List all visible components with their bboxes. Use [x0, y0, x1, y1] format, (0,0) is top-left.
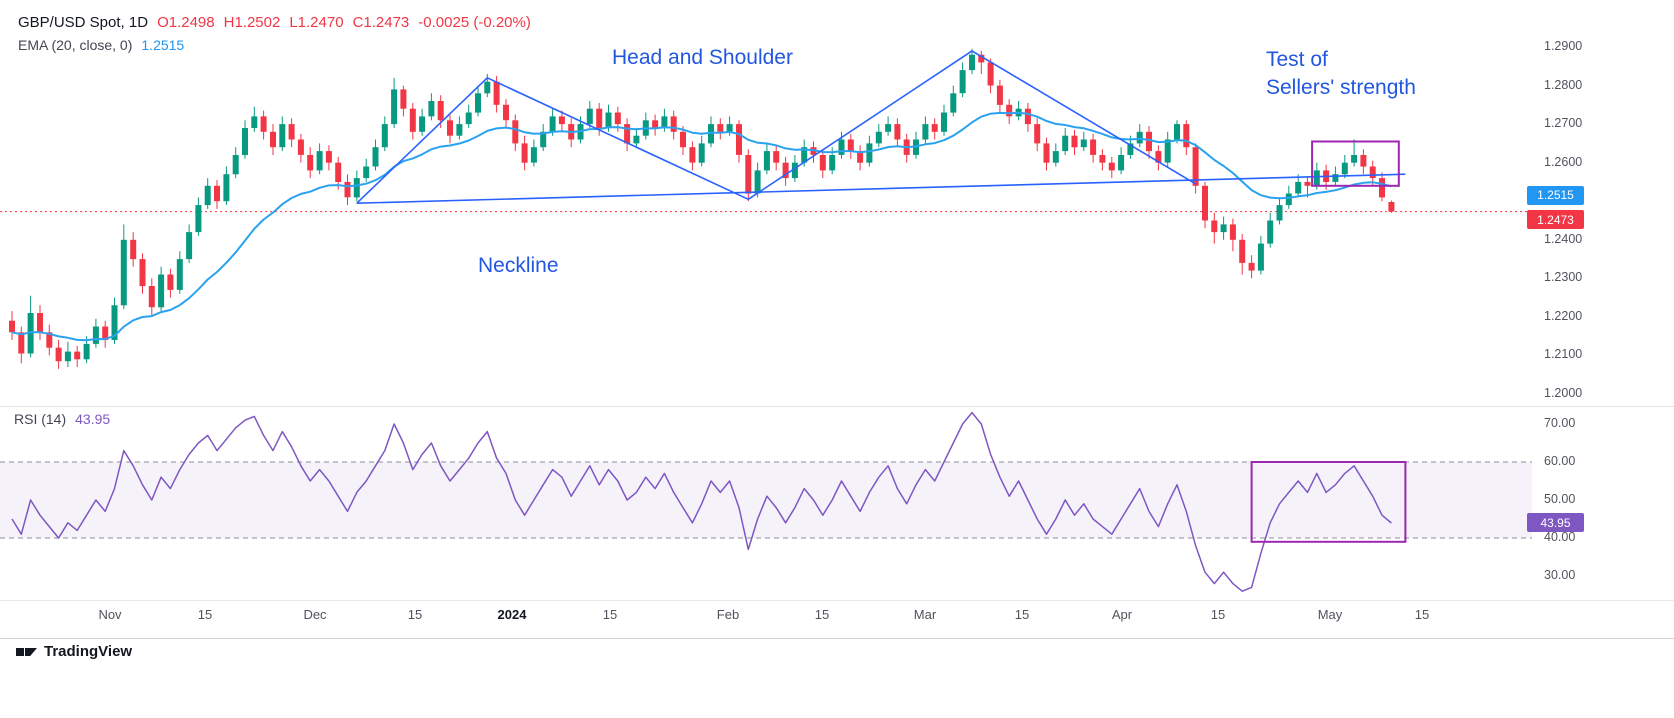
ohlc-low: L1.2470	[289, 14, 344, 31]
time-axis-label: Nov	[98, 607, 122, 622]
annotation-test-of-sellers[interactable]: Test of Sellers' strength	[1266, 46, 1416, 102]
time-axis-label: 15	[814, 607, 830, 622]
time-axis-label: 15	[407, 607, 423, 622]
rsi-axis-label: 60.00	[1544, 454, 1576, 468]
price-axis-label: 1.2800	[1544, 77, 1583, 92]
rsi-axis-label: 70.00	[1544, 416, 1576, 430]
ema-value: 1.2515	[141, 37, 185, 53]
brand-name[interactable]: TradingView	[44, 643, 133, 660]
ema-price-badge: 1.2515	[1527, 185, 1584, 205]
annotation-neckline[interactable]: Neckline	[478, 254, 559, 277]
symbol-legend: GBP/USD Spot, 1D O1.2498 H1.2502 L1.2470…	[18, 14, 531, 31]
rsi-label[interactable]: RSI (14)	[14, 411, 67, 427]
price-axis-label: 1.2400	[1544, 231, 1583, 246]
annotation-sellers-line1: Test of	[1266, 48, 1328, 71]
price-axis-label: 1.2700	[1544, 116, 1583, 131]
time-axis-label: Mar	[913, 607, 937, 622]
time-axis-label: 15	[1014, 607, 1030, 622]
rsi-legend: RSI (14) 43.95	[14, 411, 110, 427]
time-axis-label: 15	[1210, 607, 1226, 622]
ohlc-change: -0.0025 (-0.20%)	[418, 14, 531, 31]
ema-legend: EMA (20, close, 0) 1.2515	[18, 37, 184, 53]
time-axis-label: Apr	[1111, 607, 1133, 622]
price-axis-label: 1.2100	[1544, 347, 1583, 362]
ohlc-high: H1.2502	[223, 14, 281, 31]
price-axis-label: 1.2600	[1544, 154, 1583, 169]
ohlc-close: C1.2473	[352, 14, 410, 31]
ema-label[interactable]: EMA (20, close, 0)	[18, 37, 133, 53]
time-axis-label: 15	[602, 607, 618, 622]
rsi-axis-label: 30.00	[1544, 568, 1576, 582]
price-axis-label: 1.2300	[1544, 270, 1583, 285]
ohlc-open: O1.2498	[157, 14, 215, 31]
time-axis-label: May	[1317, 607, 1343, 622]
rsi-value: 43.95	[75, 411, 111, 427]
symbol-title[interactable]: GBP/USD Spot, 1D	[18, 14, 149, 31]
rsi-value-badge: 43.95	[1527, 513, 1584, 533]
rsi-axis-label: 50.00	[1544, 492, 1576, 506]
price-axis-label: 1.2900	[1544, 39, 1583, 53]
rsi-axis-label: 40.00	[1544, 530, 1576, 544]
footer: TradingView	[16, 643, 132, 660]
price-axis-label: 1.2200	[1544, 308, 1583, 323]
time-axis-label: 15	[1414, 607, 1430, 622]
price-axis-label: 1.2000	[1544, 386, 1583, 400]
tradingview-logo-icon[interactable]	[16, 643, 37, 660]
annotation-sellers-line2: Sellers' strength	[1266, 76, 1416, 99]
last-price-badge: 1.2473	[1527, 210, 1584, 230]
time-axis-label: Feb	[716, 607, 740, 622]
annotation-head-and-shoulder[interactable]: Head and Shoulder	[612, 46, 793, 69]
time-axis-label: Dec	[303, 607, 327, 622]
time-axis-label: 15	[197, 607, 213, 622]
time-axis-label: 2024	[497, 607, 527, 622]
